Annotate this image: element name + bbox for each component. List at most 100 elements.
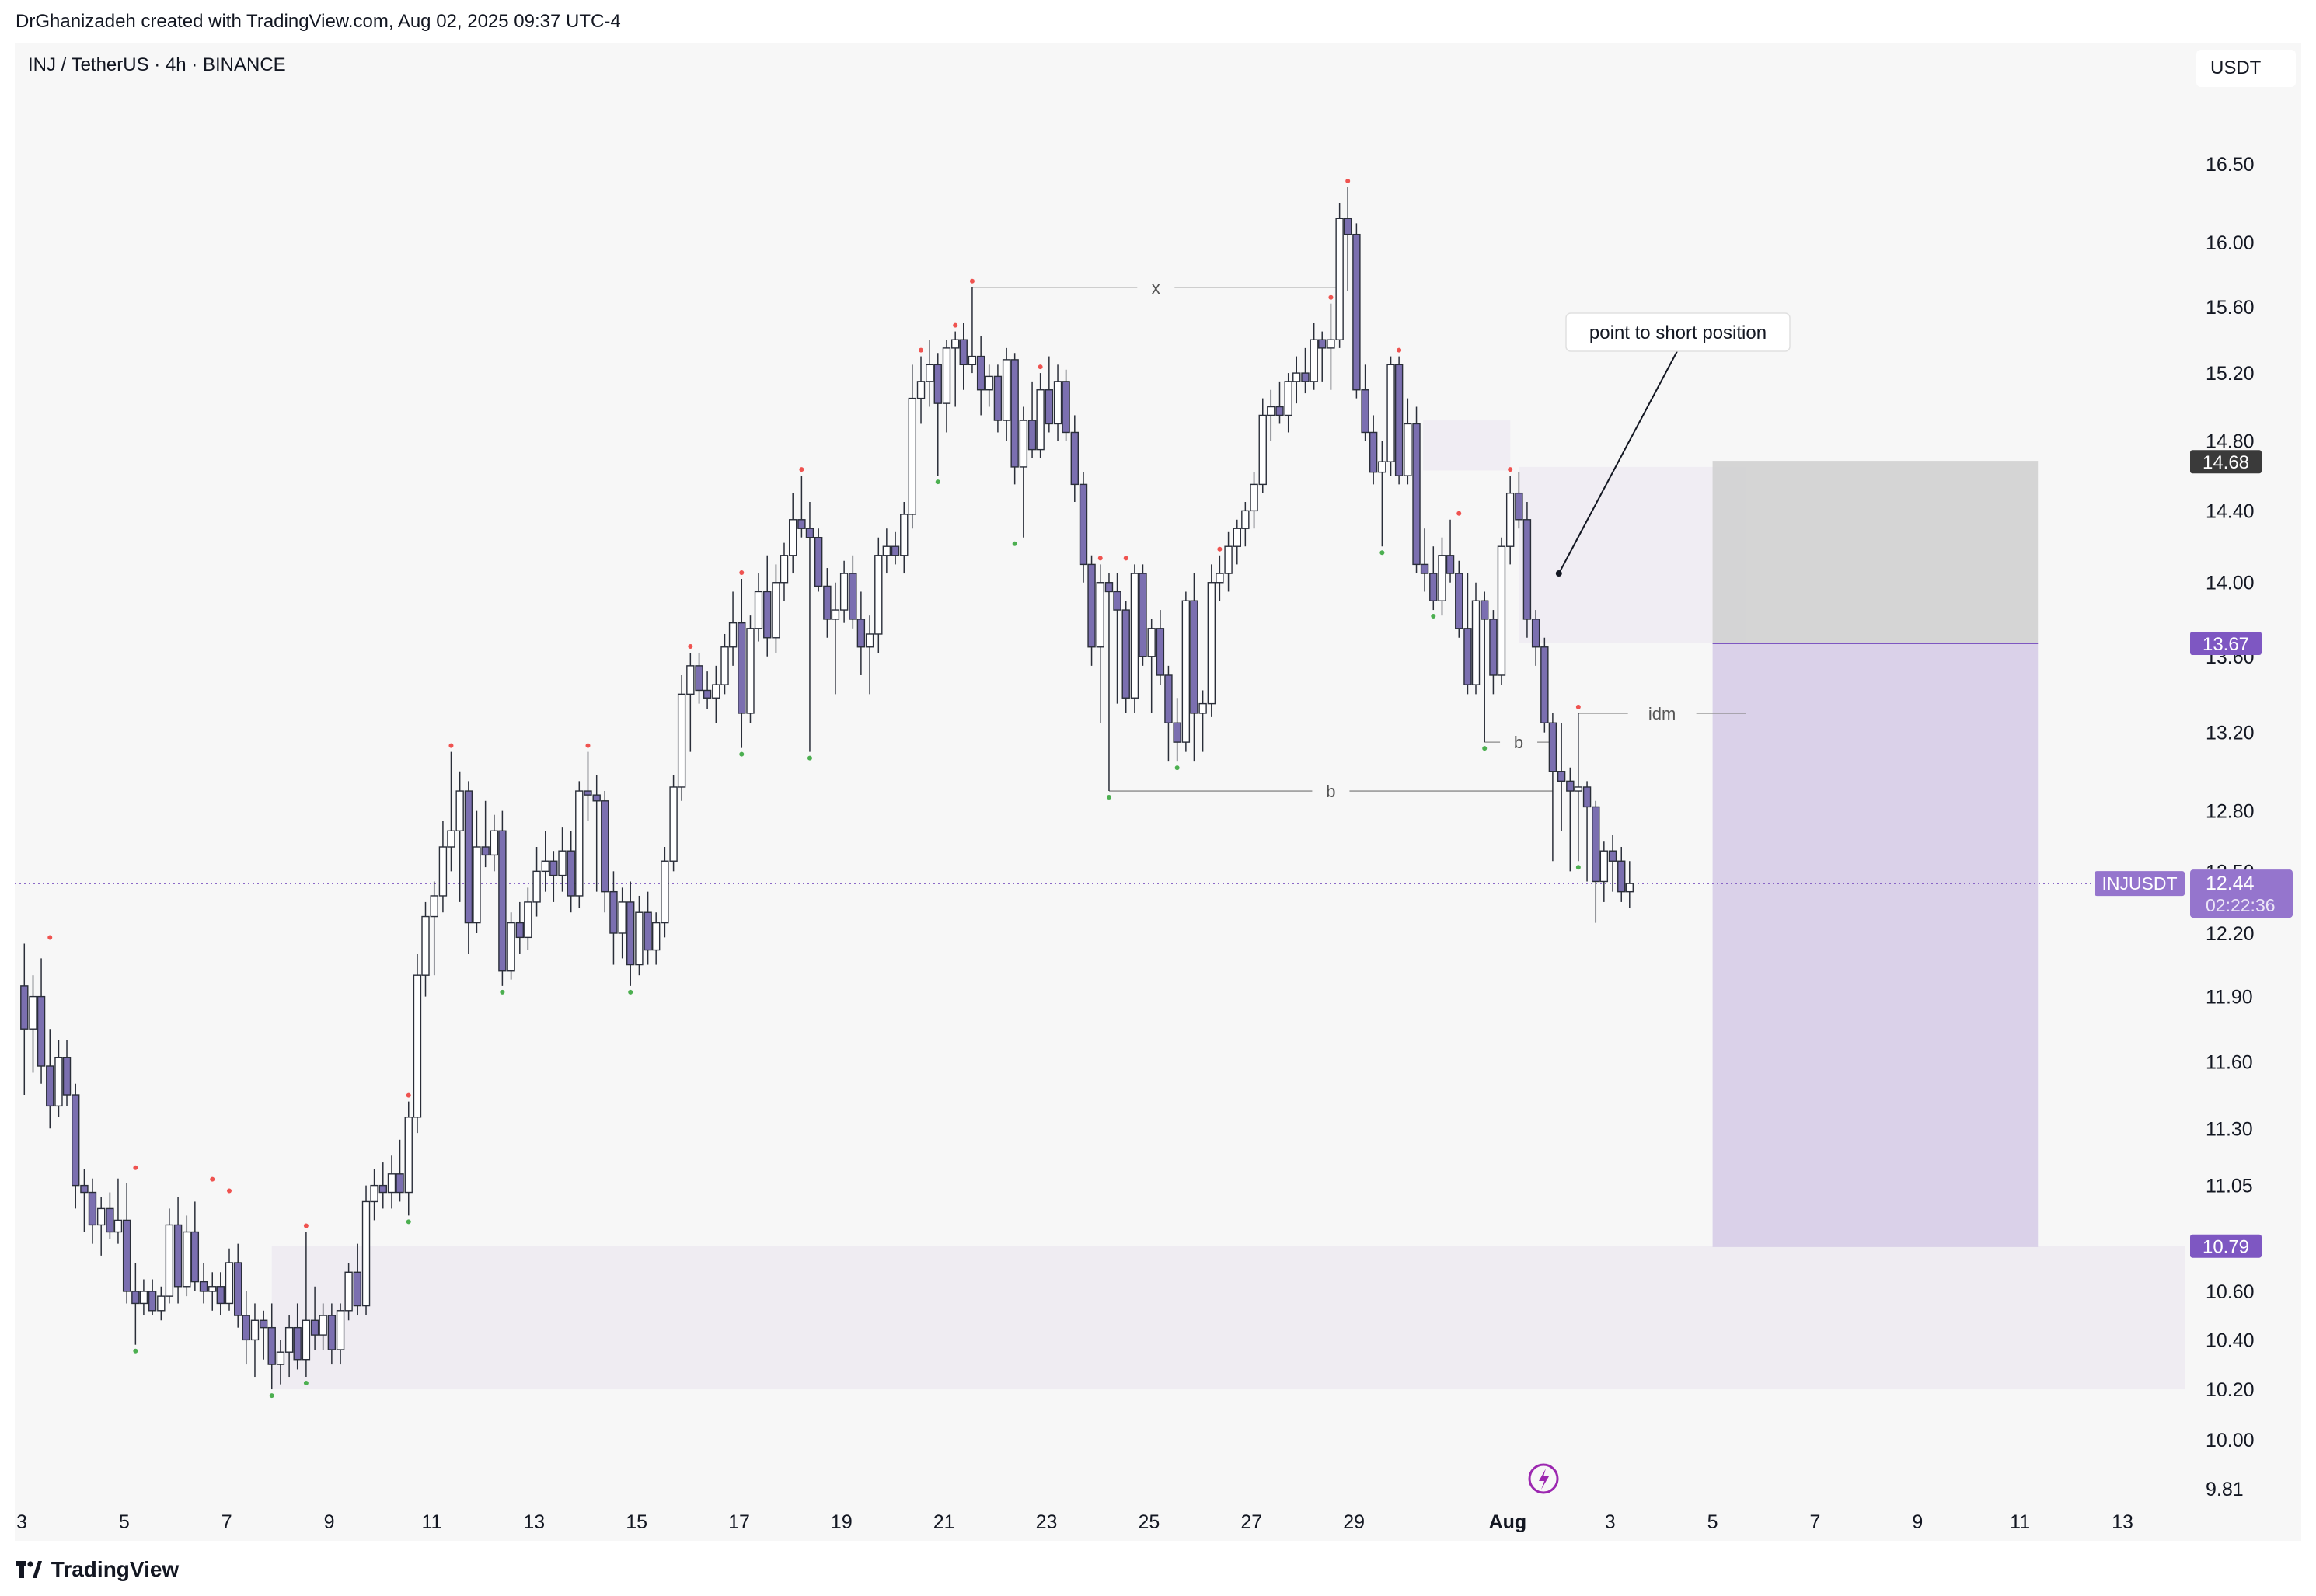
candle[interactable]: [106, 1192, 114, 1239]
candle[interactable]: [823, 568, 832, 638]
candle[interactable]: [1352, 223, 1361, 399]
candle[interactable]: [695, 652, 703, 704]
candle[interactable]: [1233, 519, 1241, 565]
candle[interactable]: [1327, 303, 1335, 390]
candle[interactable]: [1113, 573, 1121, 704]
candle[interactable]: [173, 1197, 183, 1304]
candle[interactable]: [481, 800, 490, 868]
candle[interactable]: [635, 895, 644, 976]
candle[interactable]: [865, 615, 874, 695]
candle[interactable]: [1489, 610, 1498, 695]
candle[interactable]: [1582, 781, 1592, 882]
candle[interactable]: [567, 831, 575, 913]
entry-price-label[interactable]: 13.67: [2190, 631, 2262, 655]
candle[interactable]: [1275, 381, 1284, 424]
candle[interactable]: [319, 1303, 327, 1350]
candle[interactable]: [80, 1169, 89, 1232]
candle[interactable]: [62, 1040, 72, 1106]
candle[interactable]: [1566, 767, 1575, 872]
candle[interactable]: [1096, 564, 1104, 723]
candle[interactable]: [882, 528, 891, 574]
candle[interactable]: [310, 1286, 319, 1350]
candle[interactable]: [1625, 861, 1634, 908]
candle[interactable]: [1599, 841, 1609, 902]
candle[interactable]: [1446, 519, 1455, 583]
candle[interactable]: [644, 891, 652, 965]
candle[interactable]: [1292, 356, 1301, 404]
candle[interactable]: [891, 531, 900, 565]
candle[interactable]: [1224, 531, 1233, 592]
candle[interactable]: [728, 591, 738, 666]
candle[interactable]: [1361, 364, 1369, 441]
candle[interactable]: [686, 652, 695, 752]
candle[interactable]: [1515, 472, 1523, 529]
candle[interactable]: [874, 537, 883, 653]
candle[interactable]: [703, 671, 712, 709]
candle[interactable]: [942, 340, 951, 433]
candle[interactable]: [1301, 347, 1310, 394]
candle[interactable]: [592, 775, 601, 892]
candle[interactable]: [1130, 564, 1139, 713]
candle[interactable]: [1531, 610, 1540, 666]
candle[interactable]: [1505, 476, 1515, 565]
candle[interactable]: [1241, 502, 1250, 547]
candle[interactable]: [532, 847, 541, 917]
symbol-price-tag[interactable]: INJUSDT: [2095, 871, 2185, 897]
candle[interactable]: [1369, 415, 1378, 485]
candle[interactable]: [763, 555, 772, 657]
candle[interactable]: [1181, 591, 1191, 752]
candle[interactable]: [985, 364, 993, 407]
candle[interactable]: [1164, 665, 1173, 762]
candle[interactable]: [396, 1139, 404, 1202]
candle[interactable]: [302, 1232, 311, 1378]
candle[interactable]: [455, 771, 464, 902]
candle[interactable]: [336, 1303, 345, 1365]
stop-price-label[interactable]: 14.68: [2190, 450, 2262, 474]
candle[interactable]: [1284, 373, 1292, 433]
candle[interactable]: [1062, 369, 1070, 441]
candle[interactable]: [54, 1040, 63, 1117]
symbol-title[interactable]: INJ / TetherUS · 4h · BINANCE: [28, 54, 286, 75]
candle[interactable]: [831, 582, 840, 695]
candle[interactable]: [1608, 835, 1617, 892]
candle[interactable]: [541, 831, 549, 892]
candle[interactable]: [1522, 502, 1532, 638]
candle[interactable]: [1019, 406, 1028, 538]
candle[interactable]: [199, 1263, 208, 1304]
candle[interactable]: [1557, 723, 1566, 831]
lightning-icon[interactable]: [1528, 1463, 1559, 1494]
candle[interactable]: [968, 287, 977, 374]
candle[interactable]: [421, 901, 430, 997]
candle[interactable]: [1121, 601, 1130, 713]
candle[interactable]: [524, 887, 532, 950]
candle[interactable]: [96, 1197, 106, 1256]
candle[interactable]: [430, 881, 438, 976]
stop-loss-zone[interactable]: [1712, 462, 2039, 643]
candle[interactable]: [327, 1303, 337, 1365]
supply-zone-upper[interactable]: [1423, 420, 1511, 471]
candle[interactable]: [1079, 472, 1088, 583]
target-price-label[interactable]: 10.79: [2190, 1234, 2262, 1258]
candle[interactable]: [353, 1243, 362, 1316]
candle[interactable]: [113, 1178, 123, 1244]
candle[interactable]: [1335, 203, 1344, 348]
candle[interactable]: [959, 322, 968, 390]
candle[interactable]: [507, 912, 515, 980]
candle[interactable]: [926, 340, 934, 407]
candle[interactable]: [788, 493, 797, 574]
candle[interactable]: [1540, 637, 1549, 733]
supply-zone[interactable]: [1519, 466, 1746, 643]
candle[interactable]: [1139, 564, 1147, 666]
candle[interactable]: [1036, 373, 1045, 458]
candle[interactable]: [1173, 698, 1181, 762]
candle[interactable]: [29, 975, 37, 1073]
candle[interactable]: [1429, 546, 1438, 611]
candle[interactable]: [250, 1303, 260, 1378]
candle[interactable]: [20, 943, 29, 1096]
candle[interactable]: [1592, 800, 1600, 923]
candle[interactable]: [1045, 356, 1054, 433]
candle[interactable]: [404, 1101, 413, 1216]
candle[interactable]: [122, 1183, 131, 1304]
